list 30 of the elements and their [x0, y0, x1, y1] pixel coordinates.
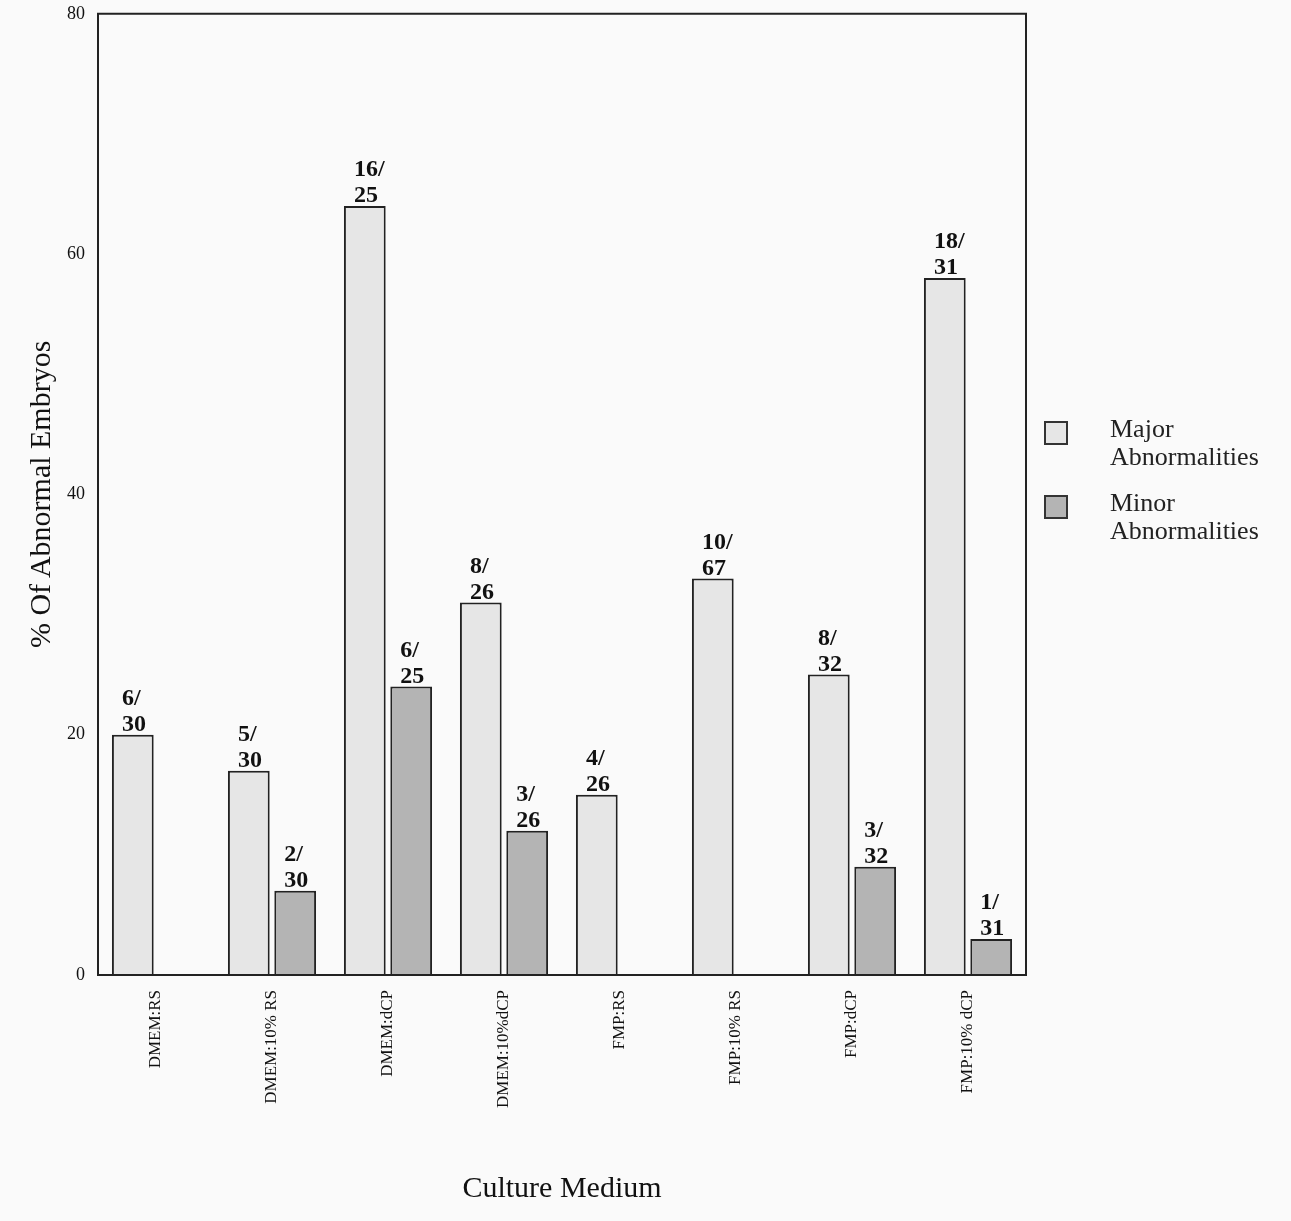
data-label: 3/32: [864, 816, 889, 869]
data-label: 3/26: [516, 779, 541, 832]
data-label: 6/30: [121, 683, 146, 736]
x-tick-label: FMP:dCP: [841, 989, 861, 1058]
x-tick-label: DMEM:10% RS: [261, 989, 281, 1104]
y-tick-label: 0: [76, 963, 85, 984]
x-tick-label: FMP:RS: [609, 989, 629, 1050]
legend-label: Minor Abnormalities: [1110, 488, 1260, 545]
data-label: 10/67: [701, 527, 733, 580]
y-tick-label: 80: [67, 2, 85, 23]
x-tick-label: DMEM:RS: [145, 989, 165, 1069]
y-tick-label: 20: [67, 723, 85, 744]
data-label: 18/31: [933, 227, 965, 280]
x-tick-label: FMP:10% dCP: [957, 989, 977, 1094]
data-label: 5/30: [237, 719, 262, 772]
data-label: 8/26: [469, 551, 494, 604]
y-axis-title: % Of Abnormal Embryos: [22, 340, 56, 649]
x-tick-label: DMEM:10%dCP: [493, 989, 513, 1109]
legend-label: Major Abnormalities: [1110, 414, 1260, 471]
data-label: 16/25: [353, 155, 385, 208]
x-tick-label: DMEM:dCP: [377, 989, 397, 1077]
x-axis-title: Culture Medium: [462, 1169, 662, 1203]
data-label: 6/25: [400, 635, 425, 688]
data-label: 1/31: [980, 888, 1005, 941]
data-label: 8/32: [817, 623, 842, 676]
data-label: 4/26: [585, 743, 610, 796]
data-label: 2/30: [284, 840, 309, 893]
y-tick-label: 40: [67, 483, 85, 504]
x-tick-label: FMP:10% RS: [725, 989, 745, 1085]
y-tick-label: 60: [67, 242, 85, 263]
